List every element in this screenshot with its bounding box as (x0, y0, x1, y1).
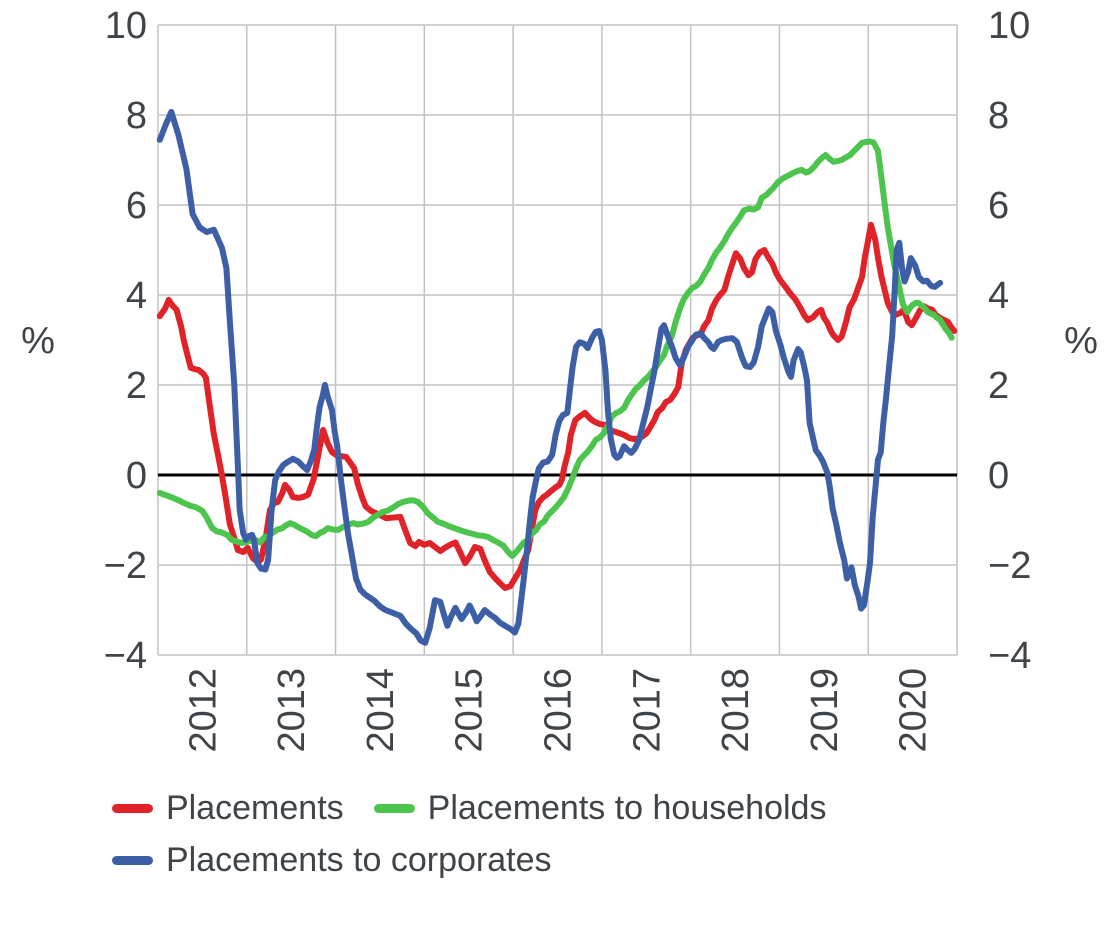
y-tick-label-right: −2 (988, 545, 1031, 587)
x-tick-label: 2015 (449, 668, 491, 753)
y-tick-label-left: 0 (126, 455, 147, 497)
legend-item-corporates: Placements to corporates (112, 841, 552, 880)
series-line-0 (156, 221, 958, 591)
y-tick-label-left: −2 (104, 545, 147, 587)
y-axis-unit-left: % (21, 320, 55, 362)
corporates-line-swatch (112, 856, 153, 866)
x-tick-label: 2019 (804, 668, 846, 753)
series-line-2 (156, 108, 944, 646)
x-tick-label: 2016 (538, 668, 580, 753)
y-tick-label-right: 8 (988, 95, 1009, 137)
y-tick-label-left: 4 (126, 275, 147, 317)
y-tick-label-right: 0 (988, 455, 1009, 497)
households-line-swatch (373, 804, 415, 814)
x-tick-label: 2020 (893, 668, 935, 753)
y-tick-label-right: −4 (988, 635, 1031, 677)
x-tick-label: 2017 (626, 668, 668, 753)
y-tick-label-right: 6 (988, 185, 1009, 227)
legend-row-2: Placements to corporates (112, 841, 826, 880)
y-tick-label-left: 6 (126, 185, 147, 227)
y-tick-label-right: 10 (988, 5, 1030, 47)
y-tick-label-right: 2 (988, 365, 1009, 407)
legend-label-placements: Placements (166, 789, 344, 827)
y-tick-label-left: 8 (126, 95, 147, 137)
y-tick-label-left: 10 (105, 5, 147, 47)
legend-label-households: Placements to households (427, 789, 827, 827)
legend-item-households: Placements to households (373, 789, 827, 828)
y-tick-label-left: −4 (104, 635, 147, 677)
y-tick-label-right: 4 (988, 275, 1009, 317)
placements-line-swatch (112, 804, 153, 814)
x-tick-label: 2014 (360, 668, 402, 753)
legend-label-corporates: Placements to corporates (166, 841, 552, 880)
x-tick-label: 2012 (182, 668, 224, 753)
x-tick-label: 2013 (271, 668, 313, 753)
series-line-1 (156, 138, 955, 559)
x-tick-label: 2018 (715, 668, 757, 753)
legend-item-placements: Placements (112, 789, 344, 828)
legend-row-1: Placements Placements to households (112, 789, 826, 828)
y-tick-label-left: 2 (126, 365, 147, 407)
y-axis-unit-right: % (1064, 320, 1098, 362)
legend: Placements Placements to households Plac… (112, 789, 826, 880)
